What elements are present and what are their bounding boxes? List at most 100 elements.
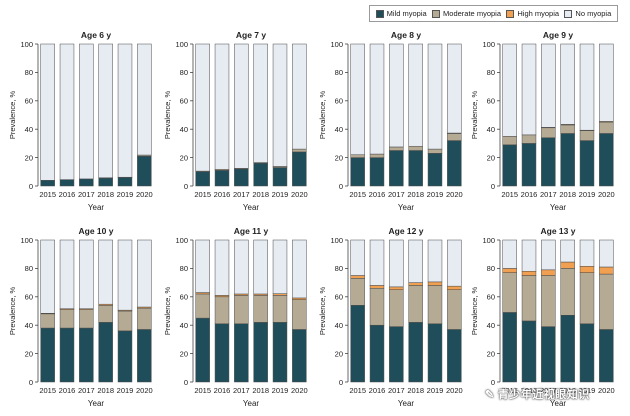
- legend-label: Moderate myopia: [443, 9, 501, 18]
- bar-segment: [195, 317, 210, 383]
- x-tick-label: 2017: [388, 190, 405, 199]
- bar-segment: [117, 310, 133, 332]
- bar-segment: [447, 239, 462, 287]
- y-axis-label: Prevalence, %: [470, 90, 479, 139]
- bar-segment: [447, 43, 462, 134]
- bar-segment: [350, 275, 365, 279]
- bar-segment: [427, 43, 443, 150]
- bar-segment: [427, 239, 443, 283]
- bar-segment: [137, 43, 152, 156]
- bar-segment: [40, 239, 55, 314]
- bar-segment: [195, 171, 210, 187]
- bar-segment: [579, 239, 595, 267]
- bar-segment: [369, 324, 385, 383]
- x-tick-label: 2015: [501, 190, 518, 199]
- bar-segment: [599, 266, 614, 275]
- bar-segment: [408, 145, 423, 151]
- y-tick-label: 80: [25, 264, 33, 273]
- bar-segment: [234, 43, 249, 169]
- bar-segment: [195, 293, 210, 319]
- bar-segment: [117, 330, 133, 383]
- bar-segment: [98, 239, 113, 305]
- bar-segment: [98, 43, 113, 179]
- bar-segment: [579, 323, 595, 383]
- bar-segment: [350, 43, 365, 156]
- bar-segment: [408, 239, 423, 283]
- bar-segment: [447, 329, 462, 383]
- y-tick-label: 0: [491, 378, 495, 387]
- x-tick-label: 2018: [407, 386, 424, 395]
- y-tick-label: 100: [482, 236, 495, 245]
- y-tick-label: 60: [25, 293, 33, 302]
- chart-title: Age 9 y: [543, 30, 574, 40]
- y-tick-label: 20: [25, 349, 33, 358]
- bar-segment: [502, 136, 517, 146]
- x-tick-label: 2017: [388, 386, 405, 395]
- bar-segment: [214, 170, 230, 187]
- x-tick-label: 2017: [540, 386, 557, 395]
- bar-segment: [253, 322, 268, 383]
- y-tick-label: 80: [335, 264, 343, 273]
- bar-segment: [541, 137, 556, 187]
- bar-segment: [599, 329, 614, 383]
- chat-bubble-icon: ✎: [485, 389, 495, 401]
- x-tick-label: 2018: [559, 386, 576, 395]
- bar-segment: [79, 43, 94, 180]
- bar-segment: [292, 329, 307, 383]
- chart-legend: Mild myopia Moderate myopia High myopia No …: [369, 5, 618, 22]
- x-tick-label: 2015: [194, 386, 211, 395]
- bar-segment: [195, 239, 210, 293]
- bar-segment: [292, 297, 307, 300]
- bar-segment: [541, 43, 556, 128]
- x-tick-label: 2017: [78, 386, 95, 395]
- bar-segment: [599, 273, 614, 330]
- bar-segment: [502, 268, 517, 273]
- y-tick-label: 20: [335, 349, 343, 358]
- y-tick-label: 40: [487, 125, 495, 134]
- x-tick-label: 2015: [349, 386, 366, 395]
- bar-segment: [59, 179, 75, 187]
- bar-segment: [389, 326, 404, 383]
- bar-segment: [447, 289, 462, 330]
- x-tick-label: 2019: [117, 386, 134, 395]
- x-tick-label: 2019: [579, 190, 596, 199]
- bar-segment: [292, 299, 307, 330]
- bar-segment: [579, 272, 595, 325]
- y-tick-label: 60: [180, 97, 188, 106]
- x-tick-label: 2015: [194, 190, 211, 199]
- y-axis-label: Prevalence, %: [318, 286, 327, 335]
- bar-segment: [579, 130, 595, 141]
- bar-segment: [427, 323, 443, 383]
- bar-segment: [234, 168, 249, 187]
- bar-segment: [272, 239, 288, 294]
- bar-segment: [137, 155, 152, 187]
- legend-swatch: [564, 9, 573, 18]
- x-tick-label: 2017: [233, 386, 250, 395]
- x-tick-label: 2016: [521, 386, 538, 395]
- y-tick-label: 20: [487, 349, 495, 358]
- x-tick-label: 2020: [136, 190, 153, 199]
- bar-segment: [79, 239, 94, 309]
- bar-segment: [541, 275, 556, 327]
- bar-segment: [447, 285, 462, 290]
- x-tick-label: 2019: [427, 190, 444, 199]
- bar-segment: [521, 239, 537, 272]
- bar-segment: [369, 153, 385, 158]
- y-tick-label: 0: [29, 182, 33, 191]
- bar-segment: [389, 289, 404, 327]
- legend-swatch: [375, 9, 384, 18]
- y-tick-label: 100: [330, 236, 343, 245]
- bar-segment: [214, 43, 230, 170]
- x-axis-label: Year: [243, 399, 260, 408]
- x-tick-label: 2019: [272, 386, 289, 395]
- y-tick-label: 100: [20, 236, 33, 245]
- x-tick-label: 2018: [407, 190, 424, 199]
- x-tick-label: 2020: [446, 190, 463, 199]
- bar-segment: [59, 43, 75, 180]
- bar-segment: [214, 323, 230, 383]
- bar-segment: [79, 178, 94, 187]
- chart-title: Age 7 y: [236, 30, 267, 40]
- bar-segment: [40, 43, 55, 181]
